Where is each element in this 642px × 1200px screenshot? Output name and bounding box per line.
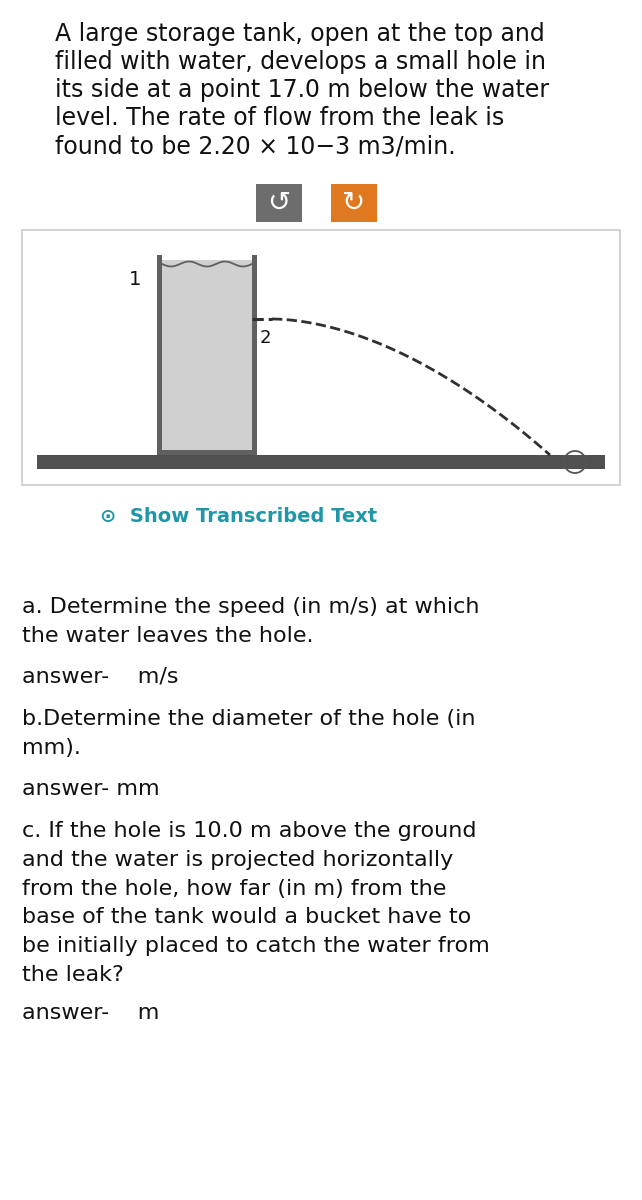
- Text: filled with water, develops a small hole in: filled with water, develops a small hole…: [55, 50, 546, 74]
- Text: i: i: [573, 456, 577, 468]
- Text: c. If the hole is 10.0 m above the ground
and the water is projected horizontall: c. If the hole is 10.0 m above the groun…: [22, 821, 490, 985]
- Text: A large storage tank, open at the top and: A large storage tank, open at the top an…: [55, 22, 545, 46]
- Text: ↺: ↺: [267, 188, 291, 217]
- Bar: [22, 230, 620, 485]
- Text: a. Determine the speed (in m/s) at which
the water leaves the hole.: a. Determine the speed (in m/s) at which…: [22, 596, 480, 646]
- Text: answer-    m/s: answer- m/s: [22, 667, 178, 686]
- Text: answer- mm: answer- mm: [22, 779, 160, 799]
- Text: its side at a point 17.0 m below the water: its side at a point 17.0 m below the wat…: [55, 78, 549, 102]
- Bar: [256, 184, 302, 222]
- Text: level. The rate of flow from the leak is: level. The rate of flow from the leak is: [55, 106, 504, 130]
- Bar: [252, 254, 257, 455]
- Bar: [157, 254, 162, 455]
- Text: answer-    m: answer- m: [22, 1003, 159, 1022]
- Text: 2: 2: [260, 329, 272, 347]
- Bar: [331, 184, 377, 222]
- Text: ↻: ↻: [342, 188, 366, 217]
- Text: found to be 2.20 × 10−3 m3/min.: found to be 2.20 × 10−3 m3/min.: [55, 134, 456, 158]
- Bar: [162, 260, 252, 450]
- Text: 1: 1: [128, 270, 141, 289]
- Text: ⊙  Show Transcribed Text: ⊙ Show Transcribed Text: [100, 506, 377, 526]
- Text: b.Determine the diameter of the hole (in
mm).: b.Determine the diameter of the hole (in…: [22, 709, 476, 758]
- Bar: [157, 450, 257, 455]
- Bar: [37, 455, 605, 469]
